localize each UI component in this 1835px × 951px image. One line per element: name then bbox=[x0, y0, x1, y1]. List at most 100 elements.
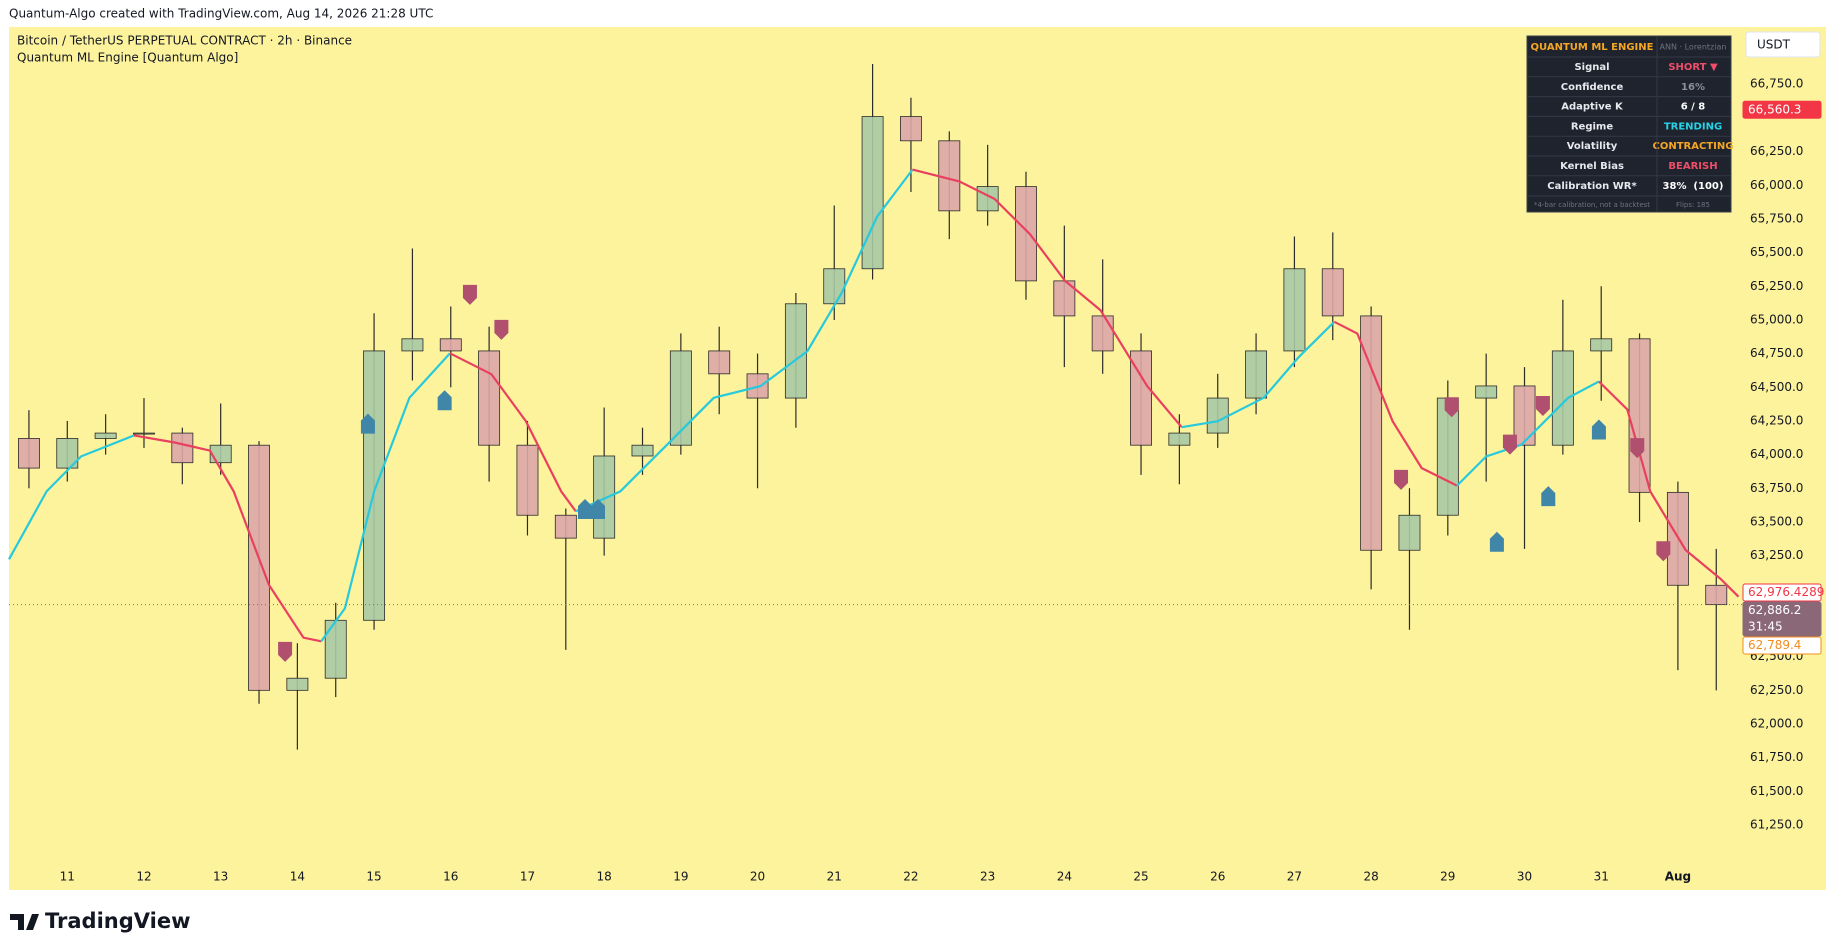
panel-label: Calibration WR* bbox=[1547, 181, 1637, 192]
candle-body bbox=[324, 619, 347, 679]
panel-footer: *4-bar calibration, not a backtest bbox=[1534, 201, 1650, 209]
kernel-line bbox=[8, 434, 135, 560]
y-tick-label: 61,500.0 bbox=[1750, 784, 1803, 798]
y-tick-label: 66,000.0 bbox=[1750, 178, 1803, 192]
kernel-line bbox=[912, 168, 1183, 428]
candle-body bbox=[784, 303, 807, 399]
x-tick-label: 31 bbox=[1594, 870, 1609, 884]
candle-body bbox=[1590, 338, 1613, 352]
y-tick-label: 61,750.0 bbox=[1750, 750, 1803, 764]
x-tick-label: 28 bbox=[1363, 870, 1378, 884]
y-tick-label: 64,500.0 bbox=[1750, 380, 1803, 394]
header: Quantum-Algo created with TradingView.co… bbox=[9, 7, 433, 21]
candle-body bbox=[899, 116, 922, 142]
currency-box[interactable] bbox=[1745, 31, 1821, 58]
short-signal bbox=[494, 319, 509, 340]
short-signal bbox=[1630, 438, 1645, 459]
candle-body bbox=[516, 444, 539, 516]
x-tick-label: 25 bbox=[1133, 870, 1148, 884]
candle-body bbox=[669, 350, 692, 446]
y-tick-label: 64,000.0 bbox=[1750, 447, 1803, 461]
short-signal bbox=[1502, 434, 1517, 455]
y-tick-label: 64,750.0 bbox=[1750, 346, 1803, 360]
x-tick-label: Aug bbox=[1665, 870, 1691, 884]
panel-bg bbox=[1526, 35, 1732, 213]
x-tick-label: 14 bbox=[290, 870, 305, 884]
candle-body bbox=[171, 432, 194, 464]
y-tick-label: 63,250.0 bbox=[1750, 548, 1803, 562]
chart-title: Bitcoin / TetherUS PERPETUAL CONTRACT · … bbox=[17, 34, 352, 48]
candle-body bbox=[478, 350, 501, 446]
price-label-box bbox=[1742, 601, 1822, 637]
brand: TradingView bbox=[10, 909, 190, 933]
x-tick-label: 15 bbox=[366, 870, 381, 884]
panel-label: Signal bbox=[1574, 62, 1609, 73]
kernel-line bbox=[575, 168, 914, 513]
candle-body bbox=[133, 432, 155, 435]
candle-body bbox=[1130, 350, 1152, 446]
candle-body bbox=[1398, 514, 1421, 551]
short-signal bbox=[462, 284, 477, 305]
x-tick-label: 21 bbox=[827, 870, 842, 884]
x-tick-label: 20 bbox=[750, 870, 765, 884]
x-tick-label: 29 bbox=[1440, 870, 1455, 884]
candle-body bbox=[363, 350, 386, 621]
countdown: 31:45 bbox=[1748, 619, 1783, 633]
candle-body bbox=[708, 350, 731, 375]
panel-label: Adaptive K bbox=[1561, 102, 1624, 113]
price-label: 62,886.2 bbox=[1748, 603, 1801, 617]
y-tick-label: 63,750.0 bbox=[1750, 481, 1803, 495]
short-signal bbox=[1656, 541, 1671, 562]
y-tick-label: 65,250.0 bbox=[1750, 279, 1803, 293]
price-label: 62,976.4289 bbox=[1748, 585, 1824, 599]
x-tick-label: 13 bbox=[213, 870, 228, 884]
y-tick-label: 66,750.0 bbox=[1750, 77, 1803, 91]
panel-value: 6 / 8 bbox=[1681, 102, 1706, 113]
long-signal bbox=[360, 413, 375, 434]
x-tick-label: 12 bbox=[136, 870, 151, 884]
panel-value: SHORT ▼ bbox=[1668, 62, 1718, 73]
candle-body bbox=[823, 268, 846, 305]
short-signal bbox=[1535, 396, 1550, 417]
panel-value: 38% (100) bbox=[1663, 181, 1724, 192]
candle-body bbox=[1015, 186, 1037, 282]
panel-value: CONTRACTING bbox=[1653, 141, 1734, 152]
chart-subtitle: Quantum ML Engine [Quantum Algo] bbox=[17, 51, 238, 65]
candle-body bbox=[1436, 397, 1459, 516]
candle-body bbox=[1206, 397, 1229, 434]
panel-value: TRENDING bbox=[1664, 121, 1722, 132]
candle-body bbox=[1551, 350, 1574, 446]
candle-body bbox=[1245, 350, 1268, 399]
kernel-line bbox=[1181, 321, 1336, 429]
short-signal bbox=[1444, 397, 1459, 418]
price-label-box bbox=[1742, 636, 1822, 655]
candle-body bbox=[554, 514, 577, 539]
candle-body bbox=[1475, 385, 1498, 399]
candle-body bbox=[56, 438, 79, 469]
kernel-line bbox=[1333, 320, 1458, 487]
y-tick-label: 62,250.0 bbox=[1750, 683, 1803, 697]
candle-body bbox=[1513, 385, 1536, 446]
info-panel: QUANTUM ML ENGINE ANN · Lorentzian *4-ba… bbox=[1526, 35, 1734, 213]
x-tick-label: 16 bbox=[443, 870, 458, 884]
candle-body bbox=[1705, 584, 1728, 606]
panel-title: QUANTUM ML ENGINE bbox=[1531, 42, 1654, 53]
panel-subtitle: ANN · Lorentzian bbox=[1660, 43, 1727, 52]
candle-body bbox=[1168, 432, 1191, 446]
x-tick-label: 23 bbox=[980, 870, 995, 884]
candle-body bbox=[1283, 268, 1306, 352]
candle-body bbox=[1360, 315, 1383, 551]
long-signal bbox=[591, 499, 606, 520]
x-tick-label: 17 bbox=[520, 870, 535, 884]
short-signal bbox=[278, 641, 293, 662]
x-tick-label: 18 bbox=[597, 870, 612, 884]
long-signal bbox=[1541, 486, 1556, 507]
candle-body bbox=[94, 432, 117, 439]
price-label: 62,789.4 bbox=[1748, 638, 1801, 652]
short-signal bbox=[1394, 469, 1409, 490]
y-tick-label: 63,500.0 bbox=[1750, 514, 1803, 528]
currency[interactable]: USDT bbox=[1757, 38, 1791, 52]
y-tick-label: 65,000.0 bbox=[1750, 312, 1803, 326]
y-tick-label: 66,250.0 bbox=[1750, 144, 1803, 158]
x-tick-label: 22 bbox=[903, 870, 918, 884]
